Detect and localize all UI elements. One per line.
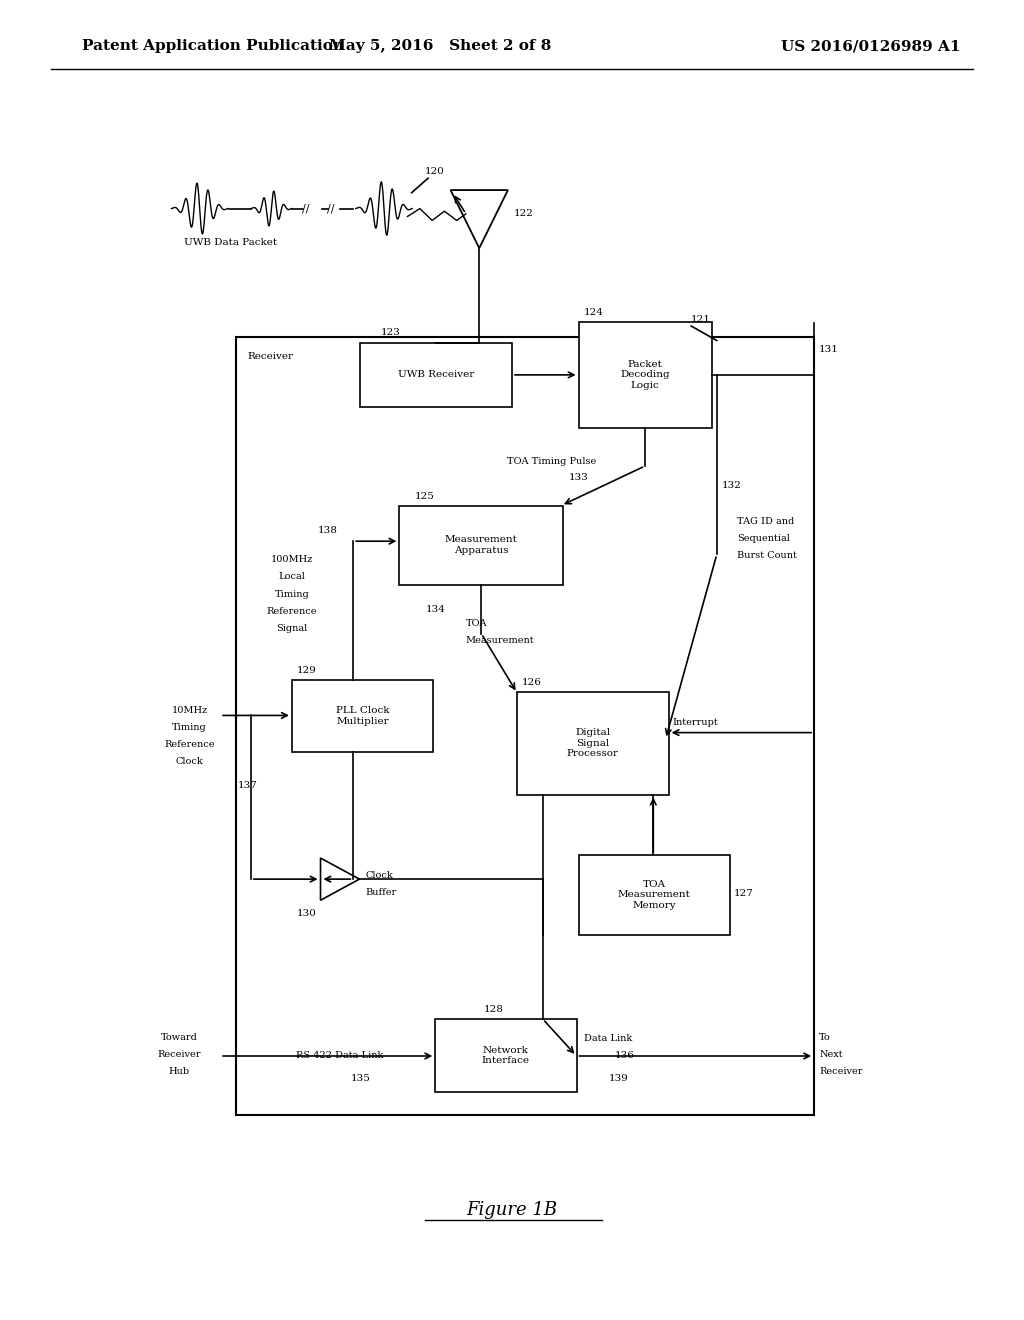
Text: UWB Receiver: UWB Receiver bbox=[398, 371, 474, 379]
Text: 124: 124 bbox=[584, 309, 603, 317]
Text: Reference: Reference bbox=[266, 607, 317, 615]
Text: TOA
Measurement
Memory: TOA Measurement Memory bbox=[617, 880, 691, 909]
Text: To: To bbox=[819, 1034, 830, 1041]
Text: Signal: Signal bbox=[276, 624, 307, 632]
Text: 136: 136 bbox=[614, 1052, 634, 1060]
Text: 132: 132 bbox=[722, 482, 741, 490]
Text: Toward: Toward bbox=[161, 1034, 198, 1041]
Text: US 2016/0126989 A1: US 2016/0126989 A1 bbox=[780, 40, 961, 53]
Text: Measurement: Measurement bbox=[466, 636, 535, 644]
Text: Local: Local bbox=[279, 573, 305, 581]
FancyBboxPatch shape bbox=[579, 322, 712, 428]
Text: Figure 1B: Figure 1B bbox=[467, 1201, 557, 1220]
Text: Sequential: Sequential bbox=[737, 535, 791, 543]
Text: 122: 122 bbox=[514, 210, 534, 218]
Text: 127: 127 bbox=[734, 890, 754, 898]
Text: May 5, 2016   Sheet 2 of 8: May 5, 2016 Sheet 2 of 8 bbox=[329, 40, 552, 53]
Text: Next: Next bbox=[819, 1051, 843, 1059]
Text: //: // bbox=[302, 203, 310, 214]
Text: 131: 131 bbox=[819, 346, 839, 354]
Text: Measurement
Apparatus: Measurement Apparatus bbox=[444, 536, 518, 554]
FancyBboxPatch shape bbox=[399, 506, 563, 585]
FancyBboxPatch shape bbox=[579, 855, 730, 935]
Text: Timing: Timing bbox=[172, 723, 207, 731]
Text: 129: 129 bbox=[297, 667, 316, 675]
Text: Burst Count: Burst Count bbox=[737, 552, 797, 560]
Text: Receiver: Receiver bbox=[158, 1051, 201, 1059]
Text: 121: 121 bbox=[691, 315, 711, 323]
FancyBboxPatch shape bbox=[360, 343, 512, 407]
FancyBboxPatch shape bbox=[435, 1019, 577, 1092]
Text: Receiver: Receiver bbox=[248, 352, 294, 362]
Text: 128: 128 bbox=[483, 1006, 504, 1014]
Text: Receiver: Receiver bbox=[819, 1068, 862, 1076]
Text: 133: 133 bbox=[568, 474, 588, 482]
FancyBboxPatch shape bbox=[292, 680, 433, 752]
Text: Timing: Timing bbox=[274, 590, 309, 598]
Text: Clock: Clock bbox=[366, 871, 393, 879]
Text: Hub: Hub bbox=[169, 1068, 189, 1076]
Text: RS 422 Data Link: RS 422 Data Link bbox=[296, 1052, 384, 1060]
Text: TAG ID and: TAG ID and bbox=[737, 517, 795, 525]
FancyBboxPatch shape bbox=[236, 337, 814, 1115]
Text: Data Link: Data Link bbox=[584, 1035, 632, 1043]
Text: Network
Interface: Network Interface bbox=[482, 1045, 529, 1065]
Text: 130: 130 bbox=[297, 909, 317, 917]
FancyBboxPatch shape bbox=[517, 692, 669, 795]
Text: Patent Application Publication: Patent Application Publication bbox=[82, 40, 344, 53]
Text: TOA Timing Pulse: TOA Timing Pulse bbox=[507, 458, 596, 466]
Text: PLL Clock
Multiplier: PLL Clock Multiplier bbox=[336, 706, 389, 726]
Text: 10MHz: 10MHz bbox=[171, 706, 208, 714]
Text: 125: 125 bbox=[415, 492, 434, 500]
Text: TOA: TOA bbox=[466, 619, 487, 627]
Text: Reference: Reference bbox=[164, 741, 215, 748]
Text: //: // bbox=[327, 203, 335, 214]
Text: 126: 126 bbox=[522, 678, 542, 686]
Text: Buffer: Buffer bbox=[366, 888, 397, 896]
Text: 123: 123 bbox=[381, 329, 400, 337]
Text: 100MHz: 100MHz bbox=[270, 556, 313, 564]
Text: Packet
Decoding
Logic: Packet Decoding Logic bbox=[621, 360, 670, 389]
Text: 135: 135 bbox=[350, 1074, 371, 1082]
Text: Clock: Clock bbox=[175, 758, 204, 766]
Text: 120: 120 bbox=[425, 168, 444, 176]
Text: UWB Data Packet: UWB Data Packet bbox=[184, 239, 276, 247]
Text: 139: 139 bbox=[609, 1074, 629, 1082]
Text: 137: 137 bbox=[238, 781, 258, 789]
Text: 138: 138 bbox=[318, 527, 338, 535]
Text: 134: 134 bbox=[426, 606, 445, 614]
Text: Interrupt: Interrupt bbox=[673, 718, 719, 726]
Text: Digital
Signal
Processor: Digital Signal Processor bbox=[567, 729, 618, 758]
